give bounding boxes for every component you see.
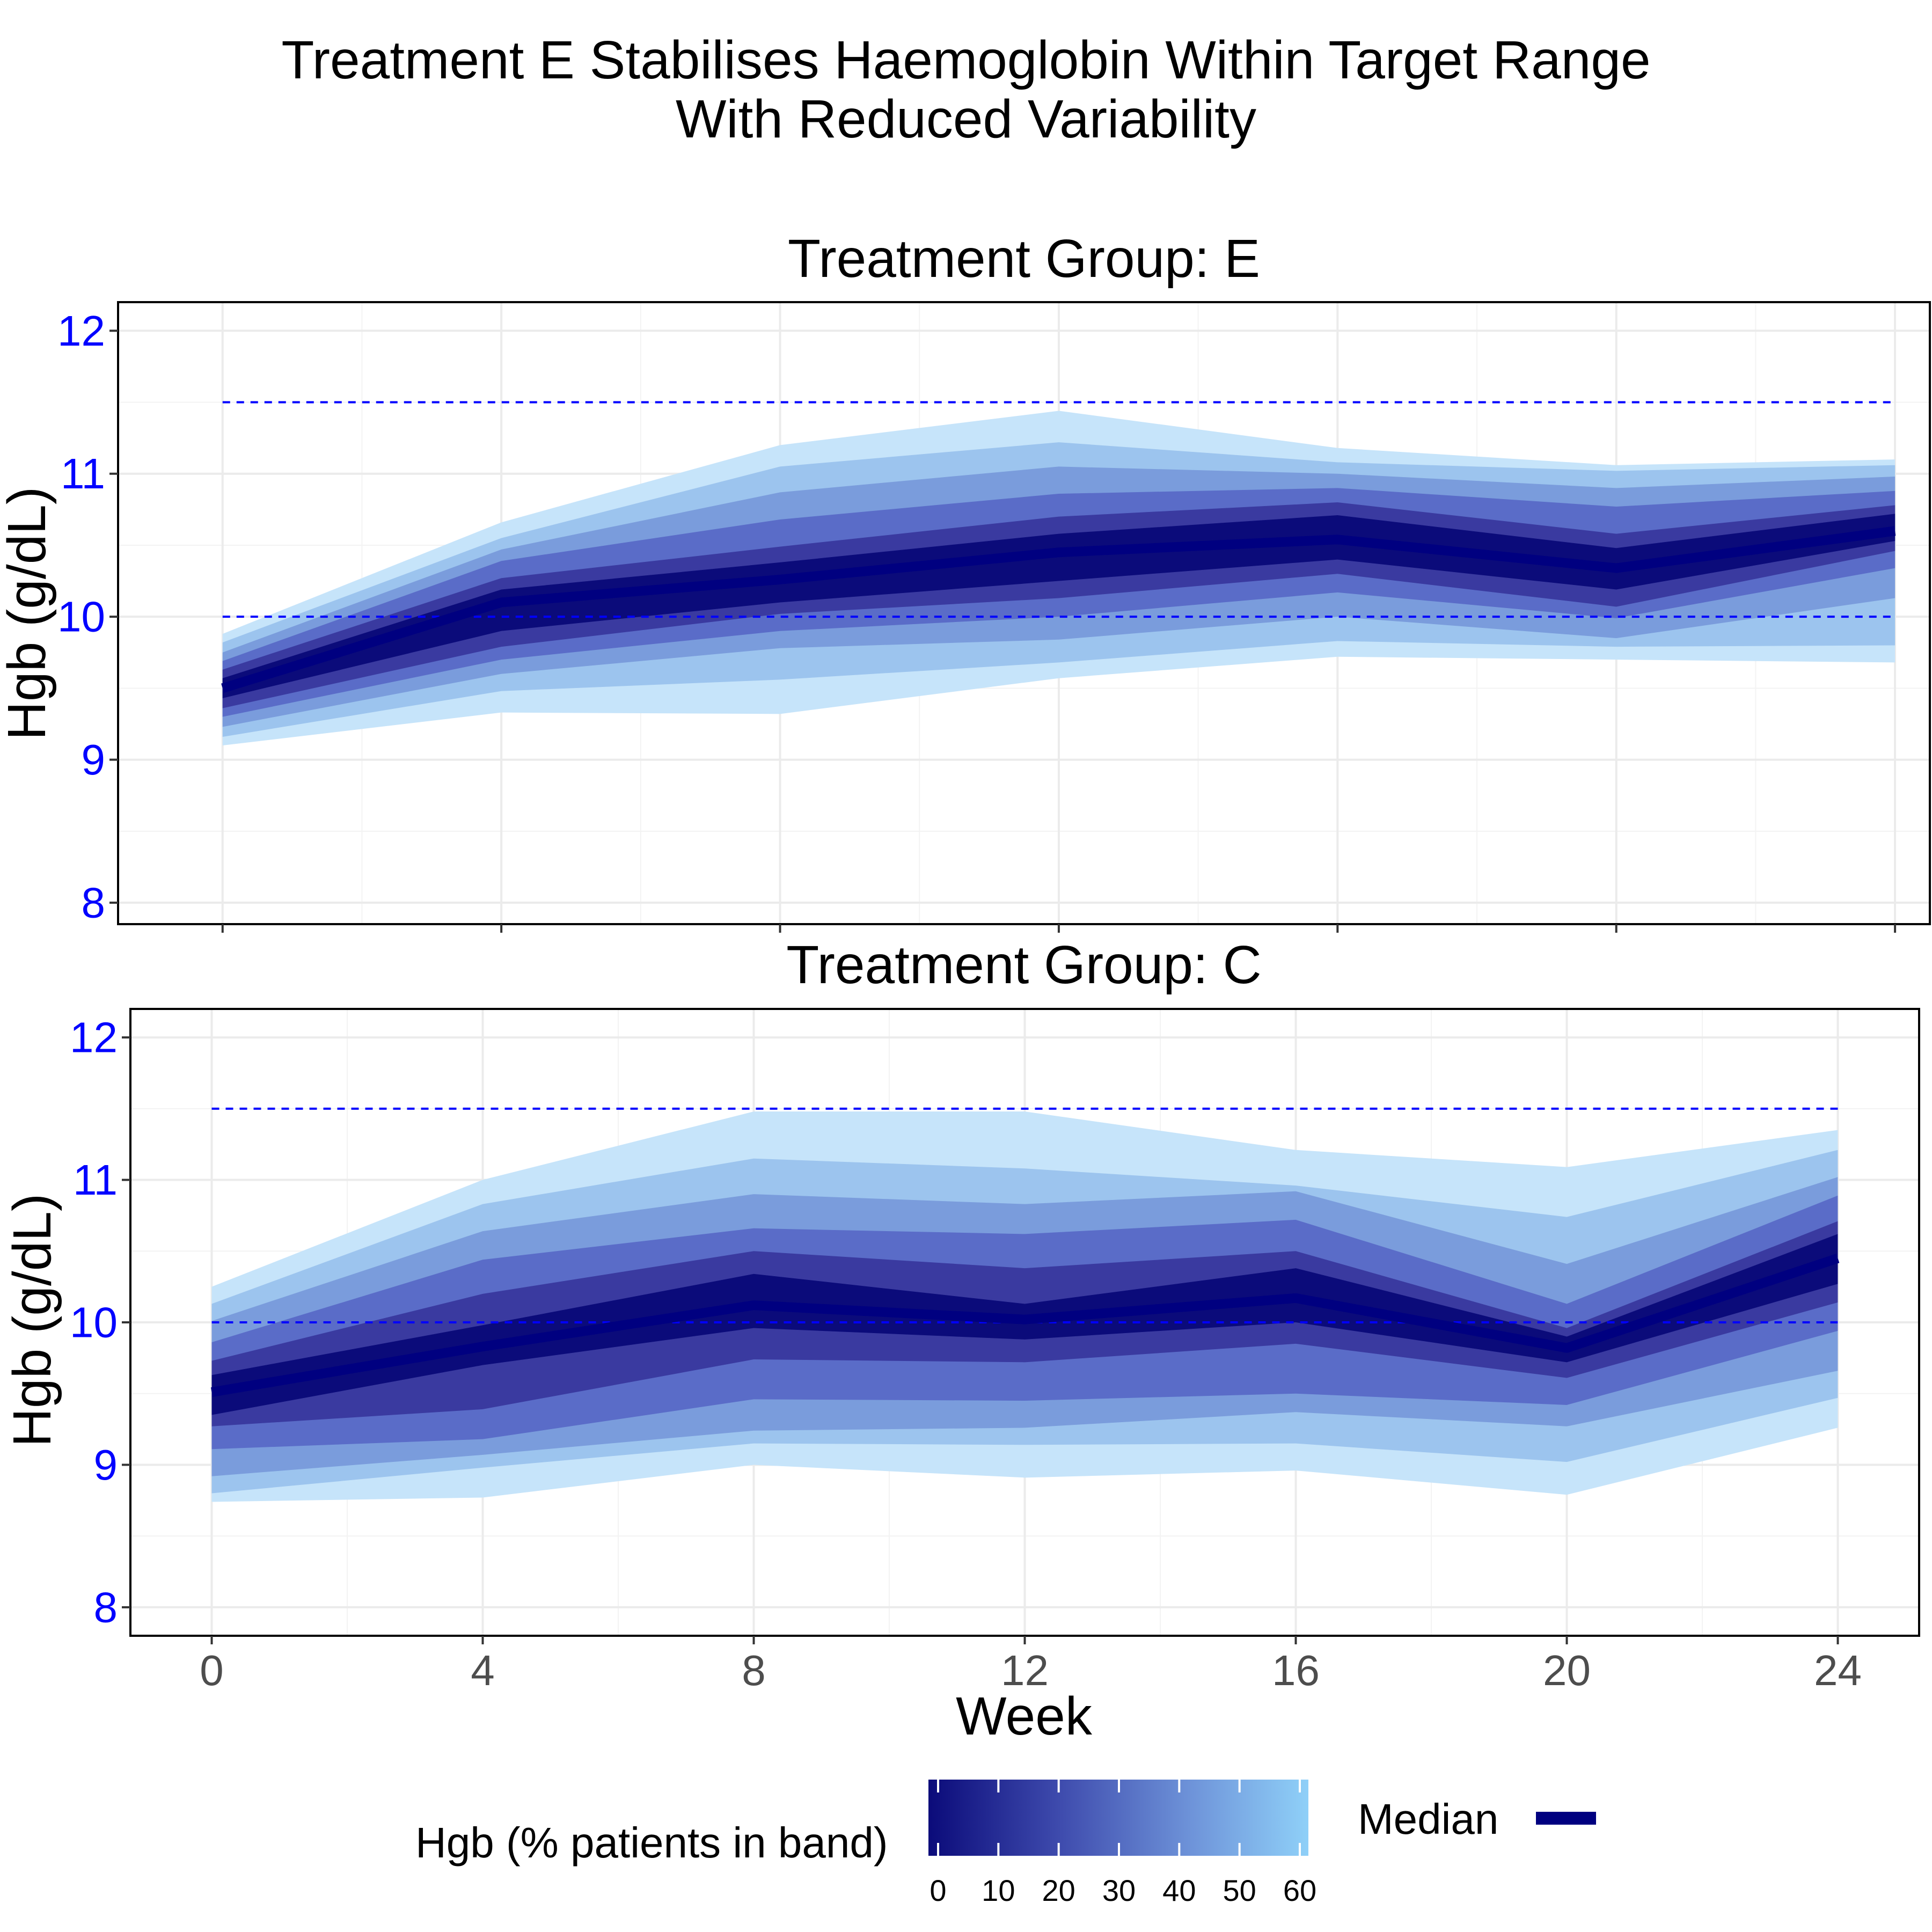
panel-title-c: Treatment Group: C xyxy=(786,935,1262,995)
y-tick-label-c: 11 xyxy=(73,1156,118,1204)
legend-tick-label: 30 xyxy=(1102,1874,1136,1907)
median-line-c xyxy=(211,1254,1840,1397)
y-axis-label-e: Hgb (g/dL) xyxy=(0,486,57,741)
y-tick-label-e: 10 xyxy=(57,593,105,641)
median-line-e xyxy=(221,526,1896,693)
x-tick-label-c: 16 xyxy=(1272,1646,1320,1694)
panel-title-e: Treatment Group: E xyxy=(788,229,1260,289)
x-tick-label-c: 8 xyxy=(742,1646,766,1694)
panel-c: 8 9 10 11 12 0 4 8 12 16 20 24 xyxy=(70,1008,1920,1694)
y-axis-label-c: Hgb (g/dL) xyxy=(2,1193,62,1447)
panel-e: 8 9 10 11 12 xyxy=(57,301,1931,933)
legend-tick-label: 10 xyxy=(982,1874,1015,1907)
legend-median-key xyxy=(1536,1812,1596,1825)
chart-title-line-1: Treatment E Stabilises Haemoglobin Withi… xyxy=(281,30,1651,90)
y-tick-label-e: 11 xyxy=(61,450,105,497)
panels-layer: 8 9 10 11 12 8 9 10 11 12 0 4 8 12 16 20 24 xyxy=(57,301,1931,1694)
y-tick-label-c: 12 xyxy=(70,1014,118,1062)
y-tick-label-e: 8 xyxy=(82,879,106,927)
band-e-5 xyxy=(222,514,1896,699)
legend-tick-label: 50 xyxy=(1223,1874,1256,1907)
legend: 0 10 20 30 40 50 60 xyxy=(928,1780,1596,1907)
legend-tick-label: 0 xyxy=(930,1874,946,1907)
y-tick-label-c: 10 xyxy=(70,1299,118,1346)
legend-median-label: Median xyxy=(1358,1795,1499,1843)
x-axis-label: Week xyxy=(956,1686,1092,1746)
legend-fill-title: Hgb (% patients in band) xyxy=(415,1819,888,1867)
x-tick-label-c: 12 xyxy=(1001,1646,1049,1694)
panel-border-e xyxy=(117,301,1931,925)
legend-tick-label: 20 xyxy=(1042,1874,1075,1907)
legend-tick-label: 60 xyxy=(1283,1874,1316,1907)
y-tick-label-e: 12 xyxy=(57,307,105,355)
band-c-5 xyxy=(211,1234,1838,1415)
x-tick-label-c: 24 xyxy=(1814,1646,1862,1694)
y-tick-label-e: 9 xyxy=(82,736,106,784)
x-tick-label-c: 20 xyxy=(1543,1646,1591,1694)
x-tick-label-c: 4 xyxy=(471,1646,495,1694)
y-tick-label-c: 8 xyxy=(94,1583,118,1631)
chart-title-line-2: With Reduced Variability xyxy=(676,89,1256,149)
y-tick-label-c: 9 xyxy=(94,1441,118,1489)
x-tick-label-c: 0 xyxy=(200,1646,224,1694)
legend-tick-label: 40 xyxy=(1162,1874,1196,1907)
